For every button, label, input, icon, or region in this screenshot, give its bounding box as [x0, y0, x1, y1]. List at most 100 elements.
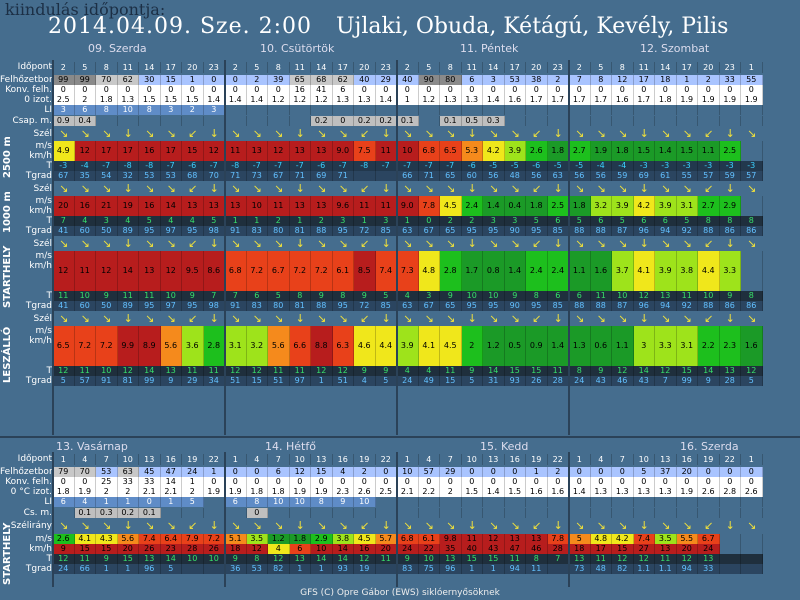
- temp-row-2500-cell: -4: [612, 161, 634, 171]
- time-row-bottom-cell: 16: [676, 454, 698, 465]
- tgrad-row-start-cell: 72: [354, 301, 376, 311]
- temp-row-bottom-cell: 11: [375, 554, 397, 564]
- wind-arrow-icon: ↘: [166, 519, 176, 532]
- li-row-bottom-cell: 1: [160, 497, 182, 507]
- tgrad-row-1000-cell: 96: [633, 226, 655, 236]
- li-row-bottom-cell: [698, 497, 720, 507]
- tgrad-row-start-cell: 95: [332, 301, 354, 311]
- temp-row-lesz-cell: 15: [526, 366, 548, 376]
- precip-row-top-cell: [96, 116, 118, 126]
- li-row-bottom-cell: [440, 497, 462, 507]
- wind-arrow-icon: ↓: [467, 127, 477, 140]
- temp-row-lesz-cell: 11: [182, 366, 204, 376]
- temp-row-start-cell: 9: [440, 291, 462, 301]
- cloud-row-bottom-cell: 1: [203, 467, 225, 477]
- time-row-bottom-cell: 10: [461, 454, 483, 465]
- precip-row-top-cell: 0.5: [461, 116, 483, 126]
- day-separator: [568, 452, 570, 587]
- cloud-row-top-cell: 2: [698, 75, 720, 85]
- wind-row-start-cell: 3.9: [655, 251, 677, 291]
- side-lesz: LESZÁLLÓ: [2, 326, 13, 383]
- tgrad-row-start-cell: 87: [612, 301, 634, 311]
- wind-row-2500-cell: 5.3: [461, 141, 483, 161]
- cloud-row-bottom-cell: 47: [160, 467, 182, 477]
- wind-row-2500-cell: 4.2: [483, 141, 505, 161]
- wind-row-1000-cell: 11: [268, 196, 290, 216]
- temp-row-2500-cell: -8: [117, 161, 139, 171]
- tgrad-row-start-cell: 86: [741, 301, 763, 311]
- temp-row-2500-cell: -3: [633, 161, 655, 171]
- wind-row-bottom-cell: 5: [569, 534, 591, 544]
- time-row-bottom-cell: 4: [74, 454, 96, 465]
- tgrad-row-2500-cell: 32: [117, 171, 139, 181]
- time-row-bottom-cell: 16: [160, 454, 182, 465]
- wind-arrow-icon: ↙: [704, 312, 714, 325]
- temp-row-1000-cell: 6: [655, 216, 677, 226]
- wind-arrow-icon: ↓: [381, 519, 391, 532]
- wind-arrow-icon: ↘: [338, 182, 348, 195]
- temp-row-bottom-cell: 10: [203, 554, 225, 564]
- tgrad-row-bottom-cell: [203, 564, 225, 574]
- wind-arrow-icon: ↓: [381, 182, 391, 195]
- temp-row-2500-cell: -7: [289, 161, 311, 171]
- precip-row-bottom-cell: [203, 508, 225, 518]
- wind-row-1000-cell: 1.8: [569, 196, 591, 216]
- convective-row-bottom-cell: 0: [268, 477, 290, 487]
- cloud-row-bottom-cell: 10: [397, 467, 419, 477]
- convective-row-top-cell: 0: [741, 85, 763, 95]
- temp-row-1000-cell: 8: [741, 216, 763, 226]
- temp-row-1000-cell: 7: [53, 216, 75, 226]
- tgrad-row-bottom-cell: 75: [418, 564, 440, 574]
- temp-row-2500-cell: -7: [246, 161, 268, 171]
- precip-row-bottom-cell: 0.1: [139, 508, 161, 518]
- cloud-row-top-cell: 40: [397, 75, 419, 85]
- temp-row-1000-cell: 2: [440, 216, 462, 226]
- cloud-row-top-cell: 2: [547, 75, 569, 85]
- wind-row-lesz-cell: 2.3: [719, 326, 741, 366]
- freezing-row-top-cell: 1.4: [246, 95, 268, 105]
- wind-kmh-row-bottom-cell: 13: [655, 544, 677, 554]
- precip-row-bottom-cell: [397, 508, 419, 518]
- wind-row-start-cell: 8.5: [354, 251, 376, 291]
- wind-row-start-cell: 1.1: [569, 251, 591, 291]
- cloud-row-bottom-cell: 4: [332, 467, 354, 477]
- temp-row-start-cell: 3: [418, 291, 440, 301]
- wind-arrow-icon: ↘: [747, 519, 757, 532]
- tgrad-row-lesz-cell: 24: [569, 376, 591, 386]
- precip-row-top-cell: 0.1: [397, 116, 419, 126]
- freezing-row-top-cell: 1.3: [440, 95, 462, 105]
- side-2500: 2500 m: [2, 136, 13, 178]
- side-start: STARTHELY: [2, 245, 13, 308]
- wind-kmh-row-bottom-cell: 18: [225, 544, 247, 554]
- precip-row-top-cell: [655, 116, 677, 126]
- tgrad-row-bottom-cell: 1.1: [633, 564, 655, 574]
- temp-row-start-cell: 9: [311, 291, 333, 301]
- temp-row-bottom-cell: 12: [633, 554, 655, 564]
- temp-row-start-cell: 11: [139, 291, 161, 301]
- time-row-bottom-cell: 1: [397, 454, 419, 465]
- tgrad-row-bottom-cell: 94: [676, 564, 698, 574]
- temp-row-2500-cell: -6: [461, 161, 483, 171]
- wind-row-start-cell: 7.4: [375, 251, 397, 291]
- wind-arrow-icon: ↘: [59, 519, 69, 532]
- temp-row-1000-cell: 5: [203, 216, 225, 226]
- tgrad-row-1000-cell: 92: [676, 226, 698, 236]
- wind-row-bottom-cell: 7.4: [633, 534, 655, 544]
- precip-row-bottom-cell: [182, 508, 204, 518]
- tgrad-row-lesz-cell: 31: [483, 376, 505, 386]
- tgrad-row-2500-cell: 73: [246, 171, 268, 181]
- time-row-bottom-cell: 10: [117, 454, 139, 465]
- tgrad-row-start-cell: 80: [268, 301, 290, 311]
- precip-row-top-cell: 0: [332, 116, 354, 126]
- wind-kmh-row-bottom-cell: [719, 544, 741, 554]
- day-separator: [568, 60, 570, 435]
- tgrad-row-1000-cell: 60: [74, 226, 96, 236]
- temp-row-bottom-cell: [741, 554, 763, 564]
- wind-arrow-icon: ↘: [338, 519, 348, 532]
- wind-row-lesz-cell: 4.4: [375, 326, 397, 366]
- wind-row-lesz-cell: 0.9: [526, 326, 548, 366]
- time-row-top-cell: 17: [504, 62, 526, 73]
- temp-row-2500-cell: -3: [698, 161, 720, 171]
- tgrad-row-lesz-cell: 5: [461, 376, 483, 386]
- tgrad-row-1000-cell: 88: [590, 226, 612, 236]
